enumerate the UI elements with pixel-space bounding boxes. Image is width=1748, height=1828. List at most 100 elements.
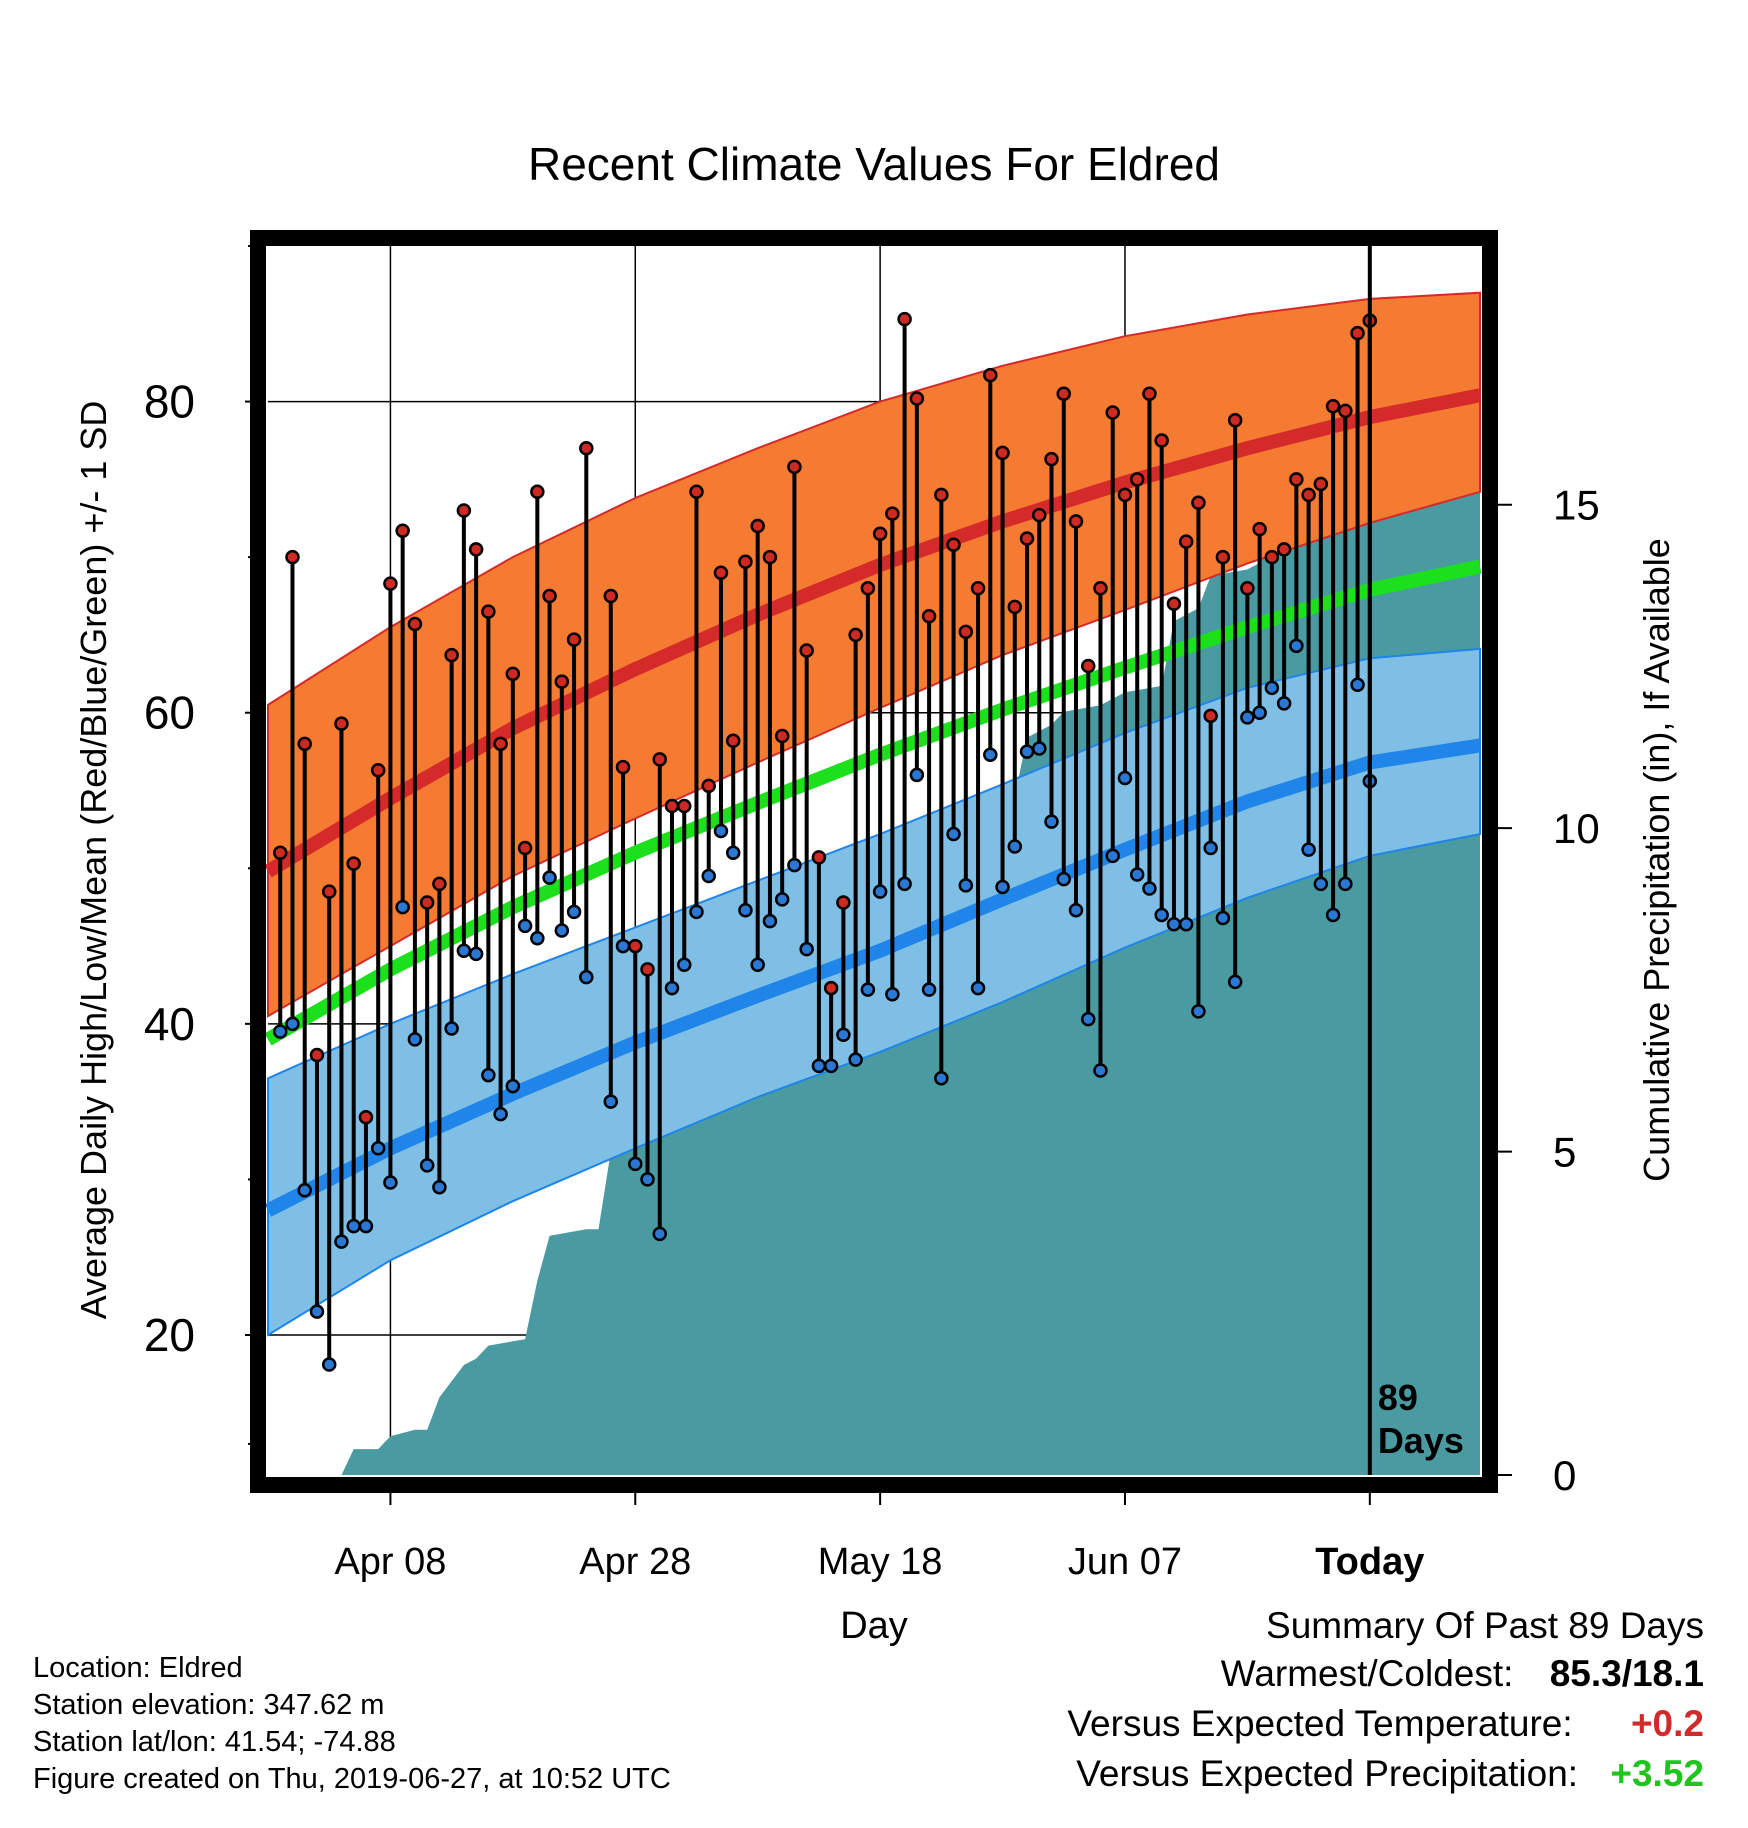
daily-high-point [395,523,410,538]
location-text: Location: Eldred [33,1652,243,1684]
daily-low-point [1019,744,1035,759]
daily-high-point [664,798,680,814]
daily-low-point [738,903,753,918]
daily-low-point [1056,871,1072,887]
x-axis-label: Day [840,1605,908,1647]
latlon-text: Station lat/lon: 41.54; -74.88 [33,1726,396,1758]
daily-low-point [799,941,814,957]
extremes-value: 85.3/18.1 [1549,1653,1704,1694]
daily-low-point [774,892,790,907]
plot-frame [250,230,1498,1493]
summary-extremes: Warmest/Coldest: 85.3/18.1 [1067,1653,1704,1703]
x-tick-label: Apr 08 [334,1541,446,1583]
daily-low-point [615,938,631,954]
daily-low-point [1350,677,1365,692]
daily-low-point [297,1183,312,1198]
daily-high-point [958,624,974,640]
daily-high-point [1301,487,1316,503]
daily-high-point [603,588,619,604]
daily-high-point [774,728,790,744]
x-tick-label: Apr 28 [579,1541,691,1583]
daily-low-point [1313,876,1329,892]
y-tick-label: 60 [144,687,195,739]
daily-high-point [566,632,582,647]
daily-low-point [321,1357,337,1372]
daily-low-point [309,1304,325,1319]
temp-deviation-value: +0.2 [1630,1703,1704,1744]
y-tick-label: 40 [144,998,195,1050]
daily-low-point [836,1027,851,1042]
daily-high-point [383,576,398,591]
daily-high-point [1044,451,1059,467]
daily-low-point [493,1106,508,1122]
summary-panel: Summary Of Past 89 Days Warmest/Coldest:… [1067,1605,1704,1803]
daily-high-point [358,1109,374,1125]
daily-low-point [1289,638,1304,654]
daily-low-point [579,969,594,985]
elevation-text: Station elevation: 347.62 m [33,1689,385,1721]
daily-low-point [1007,839,1023,854]
daily-low-point [713,823,729,839]
daily-low-point [860,982,876,997]
daily-high-point [1289,472,1304,487]
daily-low-point [1264,680,1280,696]
daily-high-point [934,487,949,503]
daily-high-point [505,666,521,682]
daily-low-point [1227,974,1243,990]
daily-high-point [542,588,557,604]
daily-high-point [1325,398,1341,414]
today-days-label: Days [1378,1420,1464,1461]
daily-low-point [444,1021,459,1036]
daily-high-point [334,716,349,731]
daily-high-point [640,962,655,977]
daily-low-point [1093,1063,1108,1078]
daily-high-point [1117,487,1133,503]
daily-low-point [628,1156,643,1172]
daily-low-point [517,918,533,934]
daily-high-point [1252,521,1267,537]
daily-low-point [1142,881,1157,896]
daily-high-point [909,391,925,406]
daily-high-point [1178,534,1194,549]
daily-high-point [1276,542,1292,557]
precip-label: Versus Expected Precipitation: [1076,1753,1579,1794]
daily-low-point [1032,741,1047,756]
daily-high-point [1105,405,1120,420]
daily-low-point [395,899,410,915]
daily-high-point [762,549,778,565]
y2-axis-label: Cumulative Precipitation (in), If Availa… [1636,538,1677,1182]
x-tick-label: Today [1315,1541,1424,1583]
daily-low-point [1276,696,1292,711]
daily-high-point [811,850,827,865]
daily-low-point [848,1052,863,1067]
daily-low-point [1080,1011,1096,1027]
today-days-label: 89 [1378,1377,1418,1418]
daily-low-point [432,1179,447,1195]
daily-low-point [346,1218,361,1234]
daily-high-point [628,938,643,954]
daily-low-point [456,943,472,958]
daily-low-point [370,1141,386,1156]
daily-low-point [358,1218,374,1234]
daily-high-point [1215,549,1231,565]
daily-high-point [836,895,851,910]
daily-low-point [1325,907,1341,923]
daily-low-point [909,767,925,783]
daily-low-point [946,826,961,842]
daily-high-point [1056,386,1072,402]
daily-low-point [897,876,912,892]
daily-low-point [1215,910,1231,926]
daily-low-point [652,1226,668,1242]
daily-low-point [1191,1004,1206,1019]
daily-high-point [321,884,337,899]
daily-high-point [285,549,300,565]
daily-high-point [1019,531,1035,546]
daily-low-point [750,957,765,972]
y2-tick-label: 10 [1553,805,1600,852]
daily-low-point [823,1058,839,1074]
daily-high-point [701,778,716,794]
station-info: Location: Eldred Station elevation: 347.… [33,1650,671,1798]
daily-high-point [787,459,802,475]
summary-precip: Versus Expected Precipitation: +3.52 [1067,1753,1704,1803]
daily-high-point [309,1047,325,1063]
